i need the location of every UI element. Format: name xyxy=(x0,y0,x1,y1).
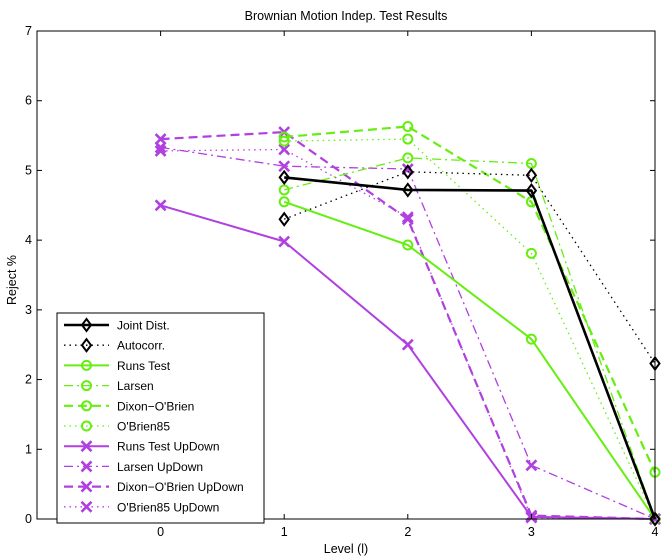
y-tick-label: 7 xyxy=(25,24,32,38)
data-point-autocorr xyxy=(402,164,414,180)
data-point-runs-test-updown xyxy=(154,199,167,212)
data-point-joint-dist xyxy=(525,182,538,199)
data-point-larsen-updown xyxy=(154,141,167,154)
legend-item: Runs Test xyxy=(64,359,171,373)
series-line-larsen xyxy=(284,157,656,520)
x-axis-label: Level (l) xyxy=(324,542,368,556)
legend-label: O'Brien85 xyxy=(117,420,170,434)
data-point-joint-dist xyxy=(278,169,290,186)
legend-box xyxy=(56,312,265,524)
y-axis-label: Reject % xyxy=(5,255,19,305)
series-line-dixon-o-brien xyxy=(284,125,657,473)
legend-label: Autocorr. xyxy=(117,339,165,353)
legend-marker xyxy=(81,359,92,371)
y-tick-label: 3 xyxy=(25,303,32,317)
y-tick-label: 2 xyxy=(25,373,32,387)
x-tick-label: 1 xyxy=(281,525,288,539)
series-o-brien85 xyxy=(278,133,661,525)
legend-label: Larsen xyxy=(117,379,154,393)
legend-label: Joint Dist. xyxy=(117,319,170,333)
legend-label: Larsen UpDown xyxy=(117,460,203,474)
data-point-dixon-o-brien xyxy=(278,131,290,143)
series-runs-test xyxy=(278,196,661,525)
legend-marker xyxy=(80,480,93,493)
y-tick-label: 0 xyxy=(25,512,32,526)
data-point-larsen-updown xyxy=(278,160,291,173)
series-line-o-brien85 xyxy=(284,138,656,520)
legend-marker xyxy=(80,337,93,353)
data-point-joint-dist xyxy=(649,511,661,527)
data-point-o-brien85 xyxy=(525,247,537,259)
legend-item: Runs Test UpDown xyxy=(64,440,220,454)
legend-marker xyxy=(81,380,92,392)
x-tick-label: 2 xyxy=(404,525,411,539)
data-point-runs-test-updown xyxy=(278,235,291,248)
data-point-runs-test xyxy=(278,196,290,208)
legend: Joint Dist. Autocorr. Runs Test Larsen Dixon… xyxy=(56,312,265,524)
chart-title: Brownian Motion Indep. Test Results xyxy=(245,9,448,23)
data-point-autocorr xyxy=(525,167,538,183)
data-point-o-brien85 xyxy=(402,133,414,145)
y-tick-label: 5 xyxy=(25,163,32,177)
data-point-autocorr xyxy=(278,211,290,227)
series-larsen xyxy=(278,152,661,525)
legend-item: Autocorr. xyxy=(64,337,165,353)
legend-label: O'Brien85 UpDown xyxy=(117,500,219,514)
plot-frame xyxy=(36,30,656,520)
legend-marker xyxy=(81,420,92,432)
series-line-autocorr xyxy=(283,171,656,364)
legend-label: Dixon−O'Brien UpDown xyxy=(117,480,244,494)
legend-item: O'Brien85 UpDown xyxy=(64,500,219,514)
series-autocorr xyxy=(278,164,661,372)
x-tick-label: 3 xyxy=(528,525,535,539)
x-tick-label: 4 xyxy=(652,525,659,539)
series-line-runs-test xyxy=(283,200,656,520)
data-point-o-brien85-updown xyxy=(278,143,291,156)
y-tick-label: 1 xyxy=(25,442,32,456)
legend-item: Dixon−O'Brien xyxy=(64,399,194,413)
legend-item: Joint Dist. xyxy=(64,317,170,333)
x-tick-label: 0 xyxy=(157,525,164,539)
data-point-larsen-updown xyxy=(525,459,538,472)
legend-marker xyxy=(81,400,92,412)
legend-marker xyxy=(80,317,93,333)
data-point-dixon-o-brien-updown xyxy=(401,213,414,226)
legend-marker xyxy=(80,440,93,453)
legend-marker xyxy=(80,460,93,473)
legend-item: Larsen xyxy=(64,379,154,393)
data-point-runs-test xyxy=(525,333,537,345)
data-point-o-brien85-updown xyxy=(401,211,414,224)
data-point-runs-test xyxy=(402,239,414,251)
series-joint-dist xyxy=(278,169,661,527)
legend-item: Larsen UpDown xyxy=(64,460,203,474)
data-point-runs-test-updown xyxy=(401,338,414,351)
y-tick-label: 4 xyxy=(25,233,32,247)
data-point-larsen xyxy=(402,152,414,164)
data-point-dixon-o-brien xyxy=(402,121,414,133)
series-line-joint-dist xyxy=(284,176,657,520)
series-dixon-o-brien xyxy=(278,121,661,478)
legend-label: Runs Test UpDown xyxy=(117,440,220,454)
legend-item: O'Brien85 xyxy=(64,420,170,434)
data-point-larsen xyxy=(278,184,290,196)
legend-label: Runs Test xyxy=(117,359,171,373)
legend-label: Dixon−O'Brien xyxy=(117,399,194,413)
legend-item: Dixon−O'Brien UpDown xyxy=(64,480,244,494)
y-tick-label: 6 xyxy=(25,94,32,108)
data-point-joint-dist xyxy=(402,182,414,198)
legend-marker xyxy=(80,500,93,513)
